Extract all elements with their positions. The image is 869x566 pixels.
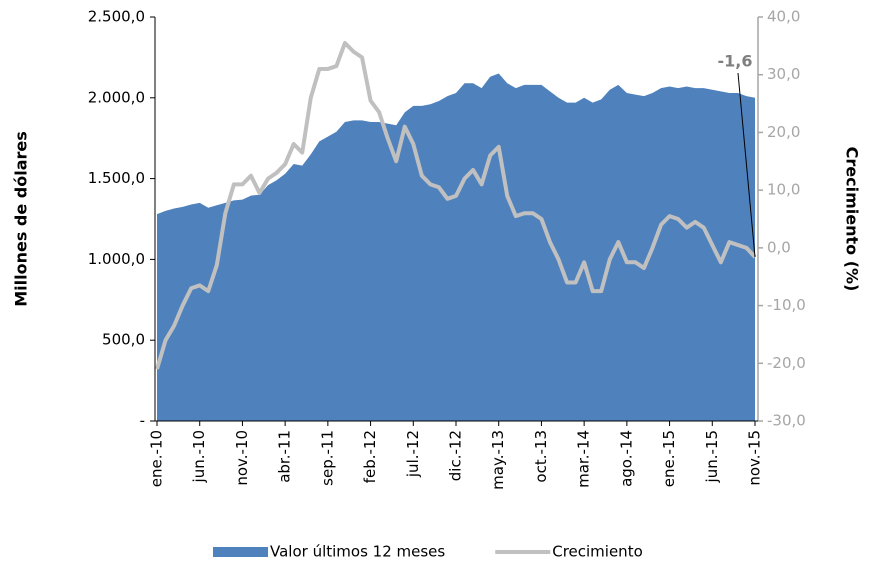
x-tick-label: dic.-12 xyxy=(447,430,465,481)
x-tick-label: sep.-11 xyxy=(318,430,336,486)
data-label: -1,6 xyxy=(718,52,753,71)
y2-tick-label: 10,0 xyxy=(767,181,800,199)
y2-tick-label: -10,0 xyxy=(767,296,806,314)
x-tick-label: feb.-12 xyxy=(361,430,379,483)
x-tick-label: mar.-14 xyxy=(575,430,593,488)
y-axis-label: Millones de dólares xyxy=(12,131,31,307)
y-tick-label: - xyxy=(140,412,145,430)
legend-label: Crecimiento xyxy=(552,543,643,561)
x-tick-label: oct.-13 xyxy=(532,430,550,483)
x-tick-label: nov.-10 xyxy=(233,430,251,486)
y-tick-label: 2.500,0 xyxy=(88,8,145,26)
legend-label: Valor últimos 12 meses xyxy=(270,543,445,561)
x-tick-label: jun.-10 xyxy=(190,430,208,483)
y-tick-label: 1.500,0 xyxy=(88,169,145,187)
x-tick-label: jun.-15 xyxy=(703,430,721,483)
x-tick-label: abr.-11 xyxy=(276,430,294,483)
x-tick-label: ene.-15 xyxy=(660,430,678,487)
y2-tick-label: 30,0 xyxy=(767,65,800,83)
x-tick-label: nov.-15 xyxy=(746,430,764,486)
y2-tick-label: -20,0 xyxy=(767,354,806,372)
y-tick-label: 500,0 xyxy=(102,331,145,349)
y-tick-label: 2.000,0 xyxy=(88,88,145,106)
x-tick-label: ene.-10 xyxy=(148,430,166,487)
area xyxy=(157,73,755,421)
x-tick-label: ago.-14 xyxy=(617,430,635,487)
x-tick-label: jul.-12 xyxy=(404,430,422,478)
y2-tick-label: -30,0 xyxy=(767,412,806,430)
y-tick-label: 1.000,0 xyxy=(88,250,145,268)
y2-tick-label: 20,0 xyxy=(767,123,800,141)
line xyxy=(155,40,757,370)
y2-tick-label: 0,0 xyxy=(767,238,791,256)
legend-swatch xyxy=(213,547,268,557)
leader-line xyxy=(737,72,756,258)
x-tick-label: may.-13 xyxy=(489,430,507,490)
y2-tick-label: 40,0 xyxy=(767,8,800,26)
y2-axis-label: Crecimiento (%) xyxy=(843,147,862,292)
